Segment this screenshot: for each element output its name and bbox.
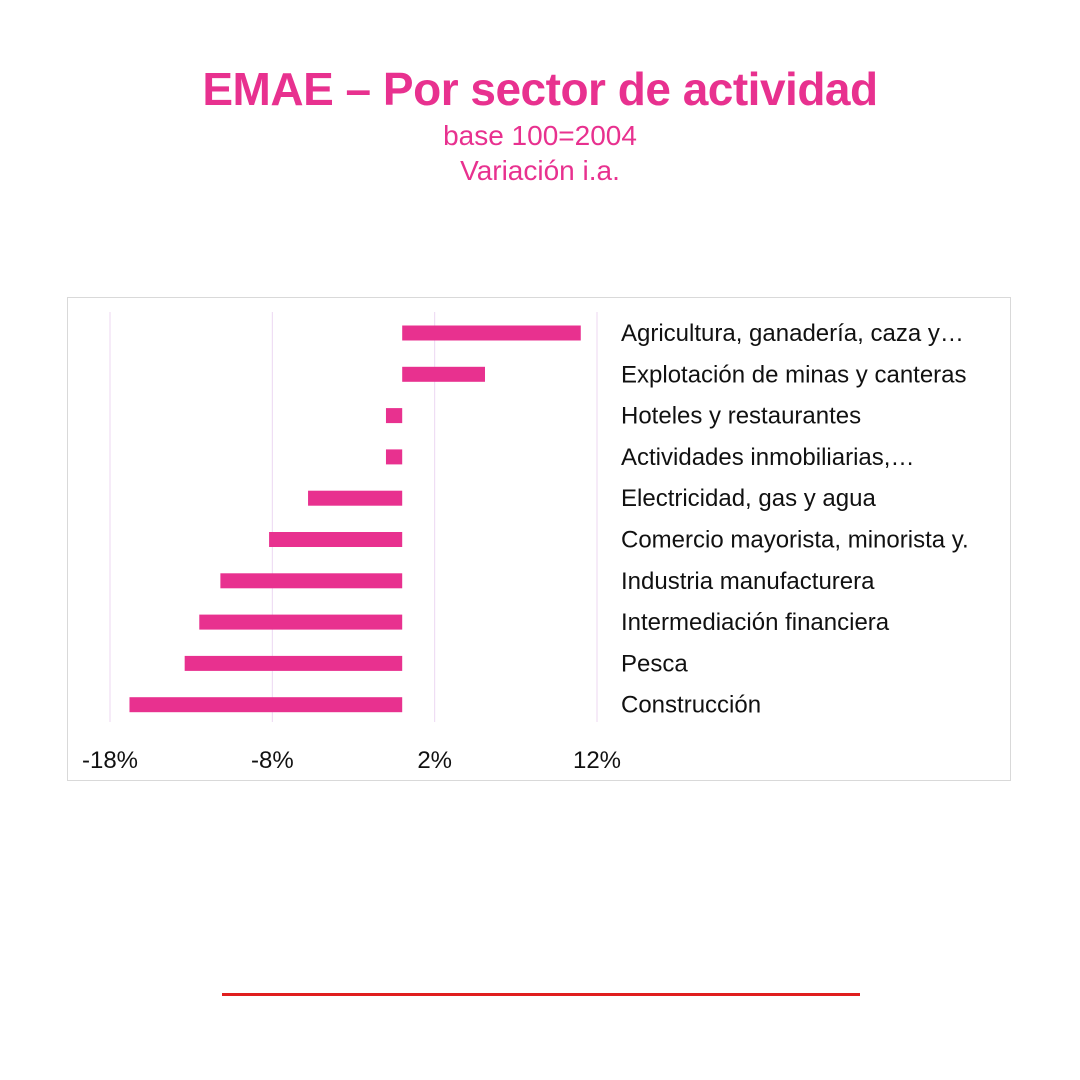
x-tick-label-2: 2% [417, 747, 452, 774]
category-label-2: Hoteles y restaurantes [621, 403, 861, 430]
bar-6 [220, 573, 403, 589]
category-label-8: Pesca [621, 650, 688, 677]
footer-divider [222, 993, 860, 996]
bar-4 [308, 490, 403, 506]
bar-3 [385, 449, 403, 465]
category-label-9: Construcción [621, 692, 761, 719]
bar-2 [385, 408, 403, 424]
category-label-4: Electricidad, gas y agua [621, 485, 876, 512]
category-label-6: Industria manufacturera [621, 568, 875, 595]
category-label-3: Actividades inmobiliarias,… [621, 444, 914, 471]
bar-9 [129, 697, 403, 713]
chart-area: Agricultura, ganadería, caza y… Explotaci… [67, 297, 1011, 781]
chart-subtitle-variation: Variación i.a. [460, 155, 620, 186]
bar-1 [402, 366, 485, 382]
chart-header: EMAE – Por sector de actividad base 100=… [0, 60, 1080, 188]
x-tick-label-0: -18% [82, 747, 138, 774]
chart-subtitle-base: base 100=2004 [443, 120, 637, 151]
bar-8 [184, 655, 403, 671]
bar-0 [402, 325, 581, 341]
x-tick-label-3: 12% [573, 747, 621, 774]
category-label-7: Intermediación financiera [621, 609, 890, 636]
chart-title: EMAE – Por sector de actividad [202, 63, 878, 115]
category-label-0: Agricultura, ganadería, caza y… [621, 320, 964, 347]
category-label-5: Comercio mayorista, minorista y. [621, 527, 969, 554]
x-tick-label-1: -8% [251, 747, 294, 774]
category-label-1: Explotación de minas y canteras [621, 361, 967, 388]
bar-7 [199, 614, 403, 630]
bar-chart: Agricultura, ganadería, caza y… Explotaci… [82, 312, 969, 774]
bar-5 [269, 532, 403, 547]
